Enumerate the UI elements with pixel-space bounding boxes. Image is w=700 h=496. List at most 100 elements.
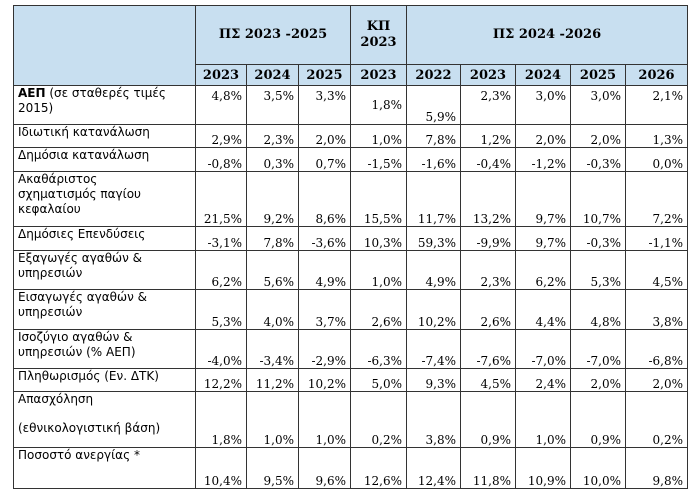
row-label-line: υπηρεσιών <box>18 266 83 281</box>
row-label-line: σχηματισμός παγίου <box>18 186 141 201</box>
table-cell: -3,1% <box>195 226 247 252</box>
table-cell: -7,0% <box>570 329 626 369</box>
table-cell: 3,8% <box>624 288 689 331</box>
table-cell: 8,6% <box>298 170 351 228</box>
table-row-private-consumption: Ιδιωτική κατανάλωση 2,9% 2,3% 2,0% 1,0% … <box>13 123 689 149</box>
table-cell: -9,9% <box>460 226 516 252</box>
table-cell: -7,4% <box>406 329 461 369</box>
table-cell: 4,5% <box>460 367 516 393</box>
table-cell: 3,0% <box>570 85 626 125</box>
row-label-line: (εθνικολογιστική βάση) <box>18 421 161 436</box>
table-cell: 0,9% <box>570 391 626 449</box>
table-cell: 9,2% <box>246 170 299 228</box>
table-cell: -0,3% <box>570 147 626 172</box>
table-cell: 4,8% <box>570 288 626 331</box>
row-label-spacer <box>18 407 191 421</box>
table-row-imports: Εισαγωγές αγαθών & υπηρεσιών 5,3% 4,0% 3… <box>13 288 689 331</box>
table-cell: -0,4% <box>460 147 516 172</box>
header-year: 2023 <box>195 64 247 86</box>
row-label-rest: (σε σταθερές τιμές 2015) <box>18 86 166 115</box>
row-label: Δημόσια κατανάλωση <box>13 147 196 172</box>
table-cell: -2,9% <box>298 329 351 369</box>
table-cell: 4,0% <box>246 288 299 331</box>
table-cell: 2,0% <box>570 123 626 149</box>
table-cell: 0,9% <box>460 391 516 449</box>
table-cell: 2,6% <box>350 288 407 331</box>
table-row-employment: Απασχόληση (εθνικολογιστική βάση) 1,8% 1… <box>13 391 689 449</box>
row-label-line: Απασχόληση <box>18 392 94 407</box>
table-cell: 10,4% <box>195 447 247 489</box>
table-row-gdp: ΑΕΠ (σε σταθερές τιμές 2015) 4,8% 3,5% 3… <box>13 85 689 125</box>
table-cell: 10,3% <box>350 226 407 252</box>
table-cell: 2,9% <box>195 123 247 149</box>
table-cell: 2,3% <box>246 123 299 149</box>
header-year: 2024 <box>515 64 571 86</box>
header-year: 2025 <box>298 64 351 86</box>
row-label: Εξαγωγές αγαθών & υπηρεσιών <box>13 250 196 290</box>
table-cell: 15,5% <box>350 170 407 228</box>
row-label: Δημόσιες Επενδύσεις <box>13 226 196 252</box>
table-cell: -1,6% <box>406 147 461 172</box>
table-cell: 6,2% <box>195 250 247 290</box>
table-cell: 1,2% <box>460 123 516 149</box>
row-label: Ιδιωτική κατανάλωση <box>13 123 196 149</box>
table-cell: 2,4% <box>515 367 571 393</box>
table-cell: -1,5% <box>350 147 407 172</box>
table-cell: 10,2% <box>298 367 351 393</box>
row-label-line: κεφαλαίου <box>18 201 81 216</box>
table-cell: 4,5% <box>624 250 689 290</box>
table-cell: 1,8% <box>350 85 407 125</box>
table-cell: 2,0% <box>298 123 351 149</box>
table-cell: 10,2% <box>406 288 461 331</box>
row-label-line: Εξαγωγές αγαθών & <box>18 251 142 266</box>
table-cell: 3,0% <box>515 85 571 125</box>
table-cell: -6,3% <box>350 329 407 369</box>
header-year: 2026 <box>624 64 689 86</box>
table-cell: 0,7% <box>298 147 351 172</box>
table-cell: 5,3% <box>195 288 247 331</box>
table-cell: -4,0% <box>195 329 247 369</box>
header-year: 2023 <box>460 64 516 86</box>
table-cell: 3,3% <box>298 85 351 125</box>
header-group-kp-2023: ΚΠ 2023 <box>350 5 407 65</box>
table-cell: 4,4% <box>515 288 571 331</box>
table-cell: 2,3% <box>460 250 516 290</box>
row-label-line: υπηρεσιών <box>18 304 83 319</box>
table-cell: 3,7% <box>298 288 351 331</box>
table-row-unemployment: Ποσοστό ανεργίας * 10,4% 9,5% 9,6% 12,6%… <box>13 447 689 489</box>
row-label: Ποσοστό ανεργίας * <box>13 447 196 489</box>
table-cell: 12,6% <box>350 447 407 489</box>
table-cell: 7,2% <box>624 170 689 228</box>
table-cell: -3,4% <box>246 329 299 369</box>
macro-forecast-table: ΠΣ 2023 -2025 ΚΠ 2023 ΠΣ 2024 -2026 2023 … <box>13 5 689 489</box>
row-label: ΑΕΠ (σε σταθερές τιμές 2015) <box>13 85 196 125</box>
table-cell: 4,9% <box>298 250 351 290</box>
row-label: Πληθωρισμός (Εν. ΔΤΚ) <box>13 367 196 393</box>
table-row-trade-balance: Ισοζύγιο αγαθών & υπηρεσιών (% ΑΕΠ) -4,0… <box>13 329 689 369</box>
header-year: 2025 <box>570 64 626 86</box>
table-cell: 2,1% <box>624 85 689 125</box>
table-cell: 9,8% <box>624 447 689 489</box>
table-cell: 2,3% <box>460 85 516 125</box>
table-cell: 13,2% <box>460 170 516 228</box>
table-cell: -1,2% <box>515 147 571 172</box>
table-cell: 4,9% <box>406 250 461 290</box>
table-cell: 9,5% <box>246 447 299 489</box>
table-cell: 3,5% <box>246 85 299 125</box>
table-cell: 3,8% <box>406 391 461 449</box>
table-cell: 5,0% <box>350 367 407 393</box>
row-label-line: Εισαγωγές αγαθών & <box>18 289 147 304</box>
table-cell: 6,2% <box>515 250 571 290</box>
table-cell: 0,2% <box>350 391 407 449</box>
header-corner-cell <box>13 5 196 86</box>
table-cell: -0,8% <box>195 147 247 172</box>
table-cell: 59,3% <box>406 226 461 252</box>
table-row-gross-fixed-capital: Ακαθάριστος σχηματισμός παγίου κεφαλαίου… <box>13 170 689 228</box>
table-cell: 1,0% <box>350 250 407 290</box>
table-cell: 12,2% <box>195 367 247 393</box>
table-cell: 1,3% <box>624 123 689 149</box>
table-cell: 1,8% <box>195 391 247 449</box>
table-cell: 1,0% <box>246 391 299 449</box>
table-cell: 5,9% <box>406 85 461 125</box>
table-cell: 1,0% <box>350 123 407 149</box>
